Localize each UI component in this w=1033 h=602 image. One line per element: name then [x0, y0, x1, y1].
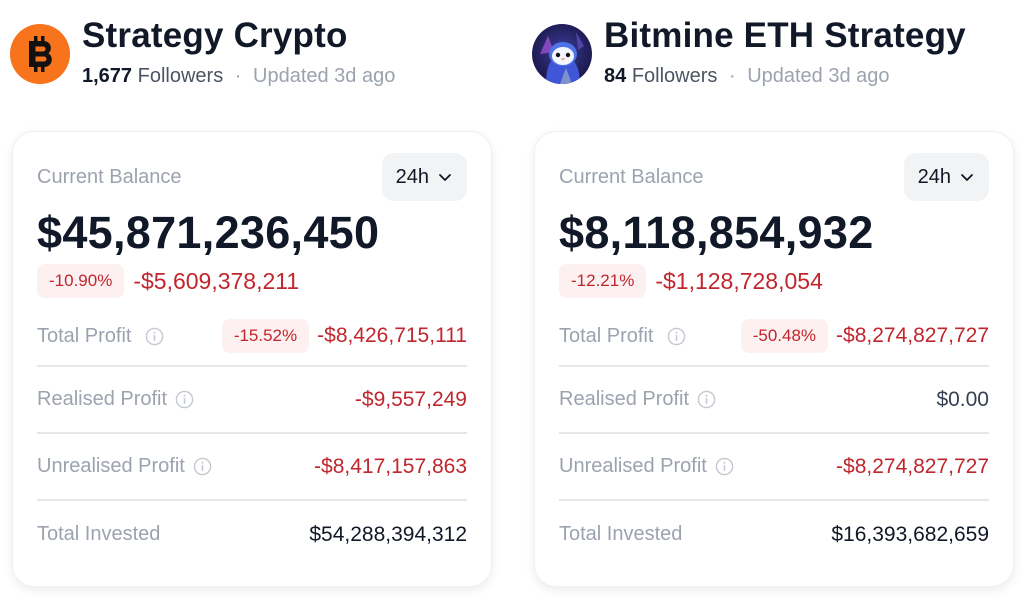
profit-rows: Total Profit -15.52% -$8,426,715,111 Rea…: [37, 307, 467, 568]
current-balance-label: Current Balance: [559, 165, 704, 188]
total-profit-value: -$8,426,715,111: [317, 324, 467, 347]
profit-rows: Total Profit -50.48% -$8,274,827,727 Rea…: [559, 307, 989, 568]
total-invested-value: $54,288,394,312: [309, 522, 467, 546]
realised-profit-row: Realised Profit $0.00: [559, 367, 989, 434]
total-profit-label: Total Profit: [37, 324, 132, 347]
realised-profit-label: Realised Profit: [559, 388, 690, 410]
current-balance-value: $45,871,236,450: [37, 207, 380, 258]
followers-label: Followers: [631, 65, 718, 87]
total-profit-label: Total Profit: [559, 324, 654, 347]
updated-time: Updated 3d ago: [747, 65, 890, 87]
period-value: 24h: [395, 165, 429, 188]
strategy-header: Bitmine ETH Strategy 84 Followers · Upda…: [532, 14, 966, 90]
penguin-glyph-icon: [540, 32, 584, 84]
total-invested-value: $16,393,682,659: [831, 522, 989, 546]
total-profit-percent-badge: -50.48%: [740, 319, 829, 353]
realised-profit-value: -$9,557,249: [354, 387, 467, 411]
info-icon[interactable]: [193, 457, 212, 476]
info-icon[interactable]: [145, 327, 164, 346]
chevron-down-icon: [439, 174, 451, 181]
balance-card: Current Balance 24h $45,871,236,450 -10.…: [12, 131, 492, 587]
total-profit-percent-badge: -15.52%: [221, 319, 310, 353]
total-profit-value: -$8,274,827,727: [836, 324, 989, 347]
realised-profit-label: Realised Profit: [37, 388, 168, 410]
chevron-down-icon: [961, 174, 973, 181]
unrealised-profit-label: Unrealised Profit: [37, 455, 185, 477]
change-percent-badge: -10.90%: [37, 264, 125, 298]
strategy-header: Strategy Crypto 1,677 Followers · Update…: [10, 14, 395, 90]
total-profit-row: Total Profit -50.48% -$8,274,827,727: [559, 307, 989, 367]
separator-dot: ·: [234, 65, 242, 87]
total-profit-row: Total Profit -15.52% -$8,426,715,111: [37, 307, 467, 367]
total-invested-label: Total Invested: [37, 523, 161, 545]
followers-label: Followers: [137, 65, 224, 87]
total-invested-row: Total Invested $54,288,394,312: [37, 501, 467, 568]
updated-time: Updated 3d ago: [253, 65, 396, 87]
info-icon[interactable]: [667, 327, 686, 346]
unrealised-profit-label: Unrealised Profit: [559, 455, 707, 477]
info-icon[interactable]: [175, 390, 194, 409]
unrealised-profit-value: -$8,274,827,727: [836, 454, 989, 478]
realised-profit-row: Realised Profit -$9,557,249: [37, 367, 467, 434]
separator-dot: ·: [728, 65, 736, 87]
balance-card: Current Balance 24h $8,118,854,932 -12.2…: [534, 131, 1014, 587]
strategy-meta: 84 Followers · Updated 3d ago: [604, 62, 966, 90]
followers-count: 1,677: [82, 65, 133, 87]
bitcoin-glyph-icon: [29, 36, 52, 72]
info-icon[interactable]: [697, 390, 716, 409]
strategy-meta: 1,677 Followers · Updated 3d ago: [82, 62, 395, 90]
period-dropdown[interactable]: 24h: [381, 153, 467, 201]
unrealised-profit-row: Unrealised Profit -$8,274,827,727: [559, 434, 989, 501]
total-invested-row: Total Invested $16,393,682,659: [559, 501, 989, 568]
current-balance-value: $8,118,854,932: [559, 207, 874, 258]
total-invested-label: Total Invested: [559, 523, 683, 545]
realised-profit-value: $0.00: [936, 387, 989, 411]
bitcoin-icon: [10, 24, 70, 84]
change-amount: -$5,609,378,211: [133, 267, 300, 294]
strategy-title: Strategy Crypto: [82, 16, 348, 55]
followers-count: 84: [604, 65, 627, 87]
current-balance-label: Current Balance: [37, 165, 182, 188]
change-amount: -$1,128,728,054: [655, 267, 823, 294]
unrealised-profit-value: -$8,417,157,863: [314, 454, 467, 478]
info-icon[interactable]: [715, 457, 734, 476]
period-dropdown[interactable]: 24h: [903, 153, 989, 201]
strategy-title: Bitmine ETH Strategy: [604, 16, 966, 55]
period-value: 24h: [917, 165, 951, 188]
unrealised-profit-row: Unrealised Profit -$8,417,157,863: [37, 434, 467, 501]
change-percent-badge: -12.21%: [559, 264, 647, 298]
penguin-avatar-icon: [532, 24, 592, 84]
